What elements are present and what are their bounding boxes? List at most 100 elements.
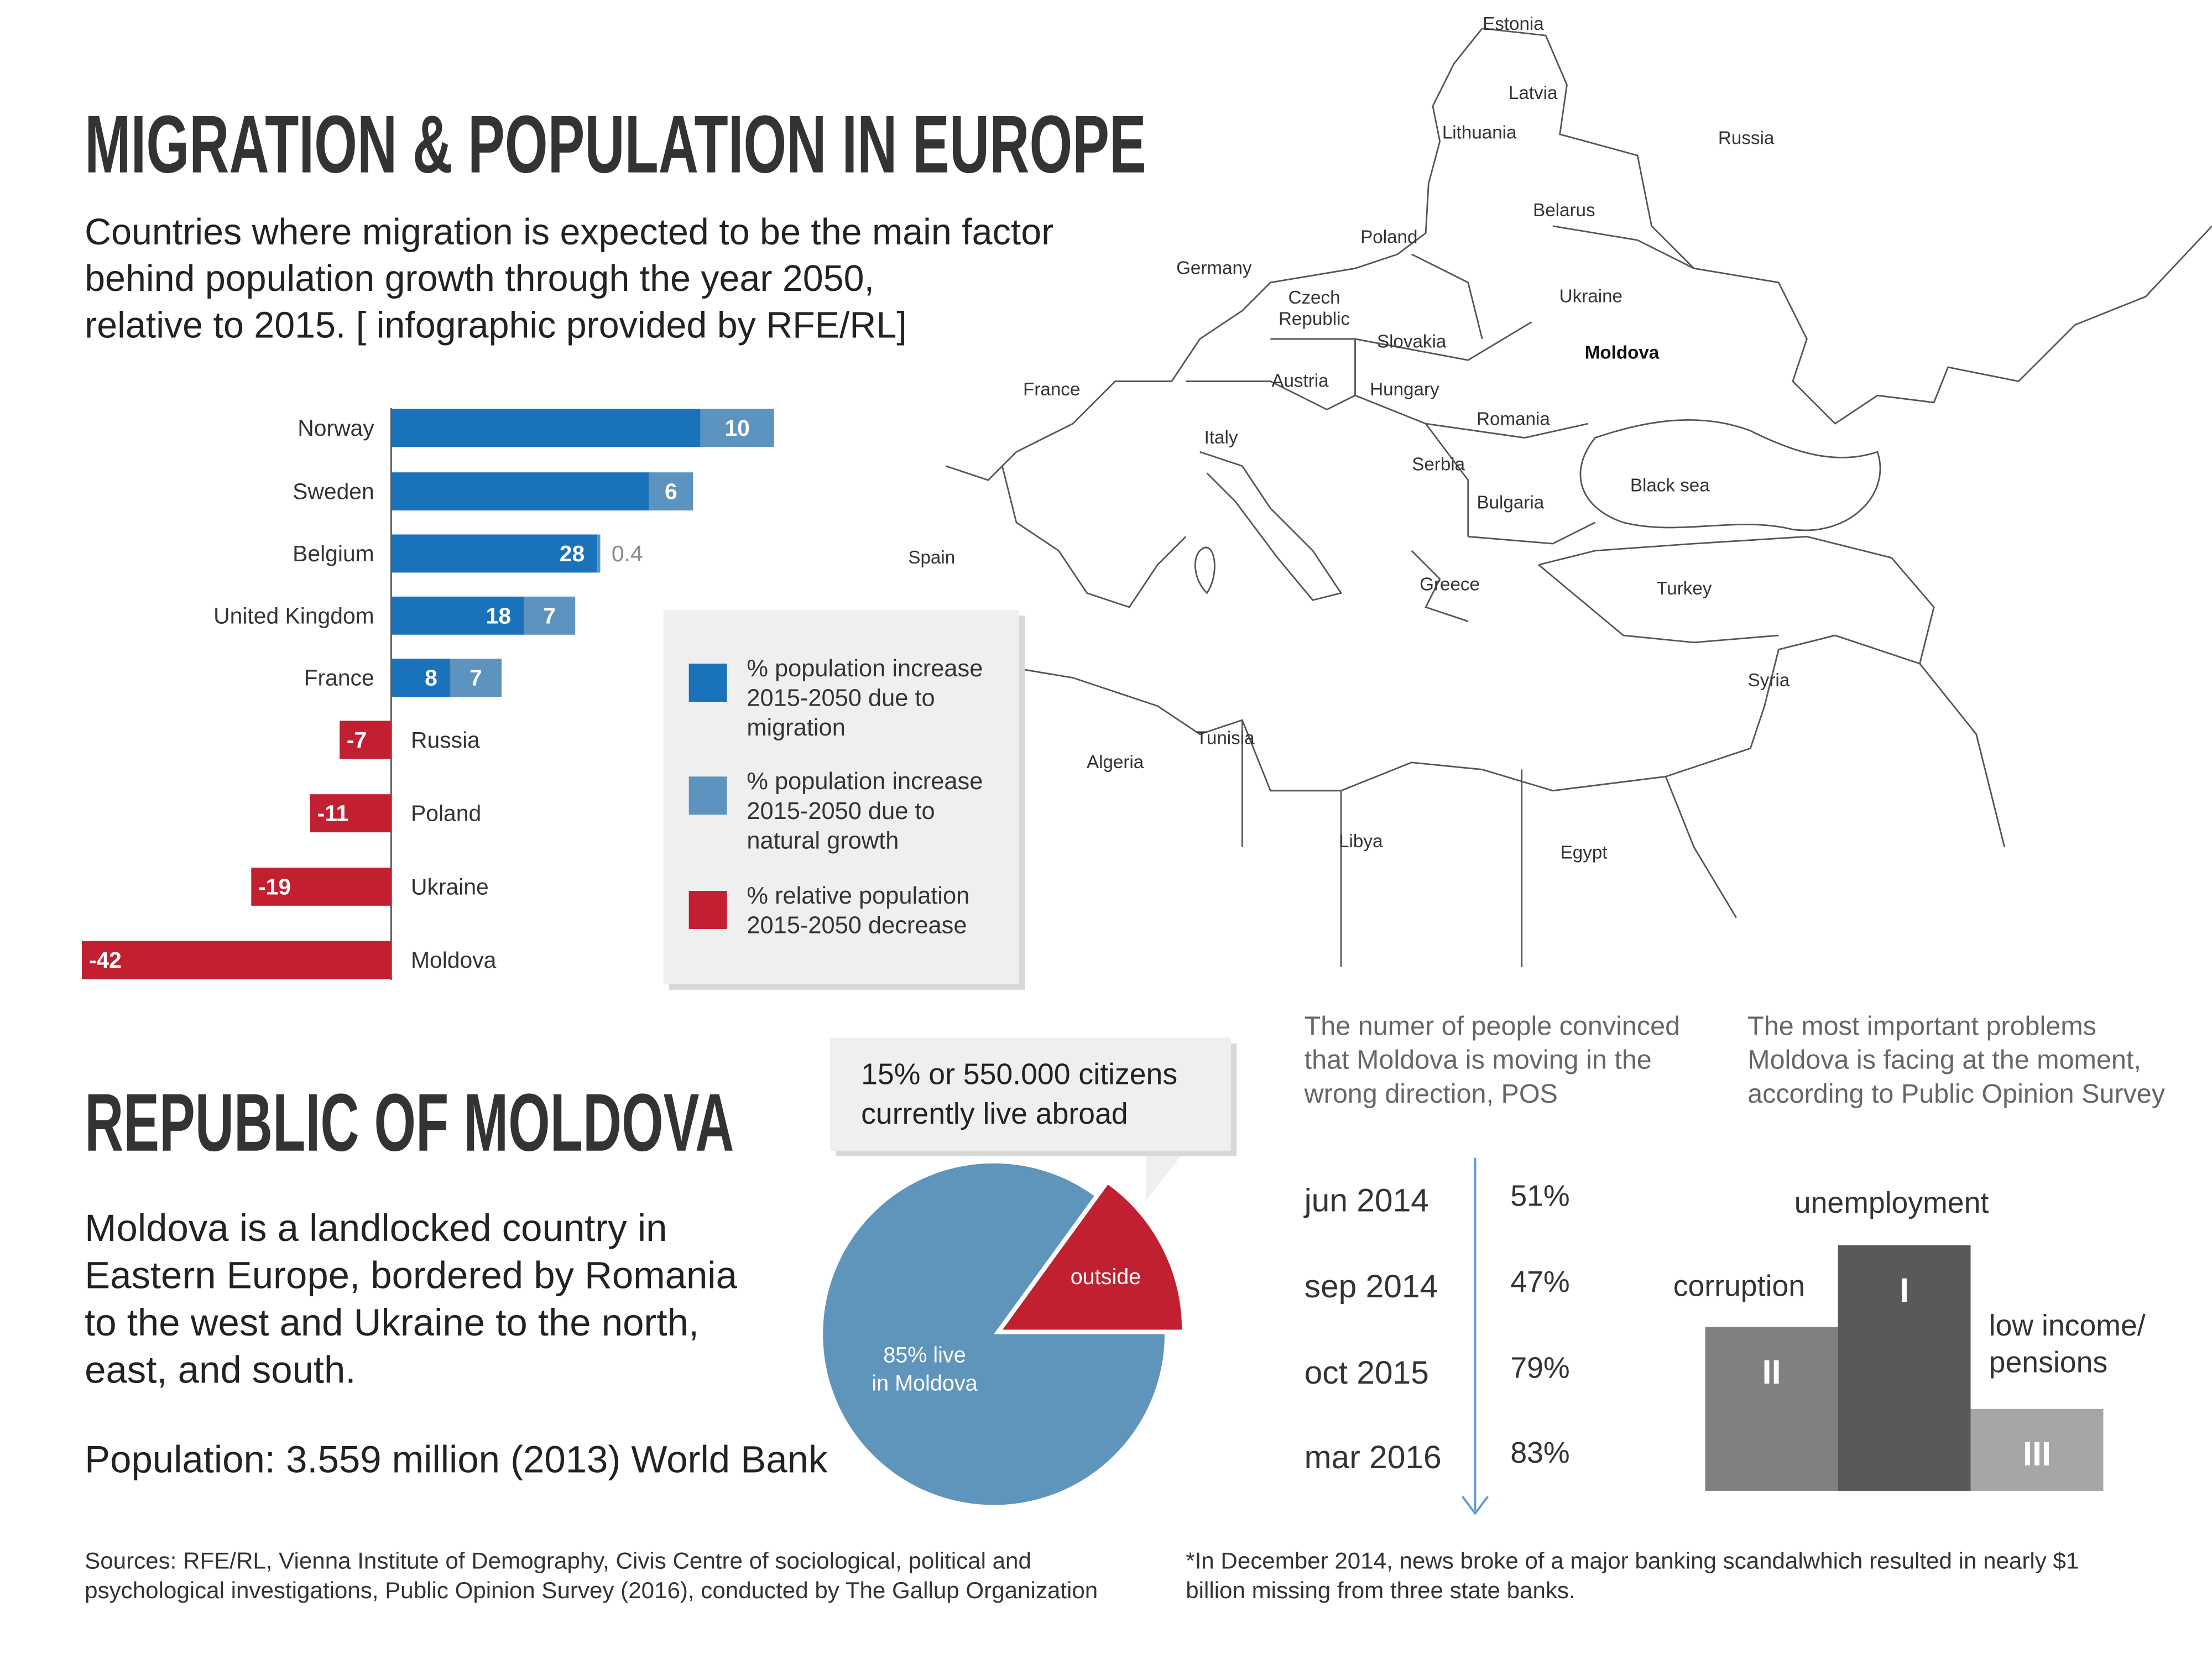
description-line: to the west and Ukraine to the north,: [85, 1301, 699, 1344]
bar: [310, 794, 392, 833]
rank-label: III: [2023, 1435, 2051, 1473]
map-label: Republic: [1279, 309, 1350, 329]
map-label: Egypt: [1561, 842, 1608, 863]
map-label: Syria: [1748, 670, 1790, 691]
map-outline: [1538, 535, 1935, 664]
date-label: jun 2014: [1303, 1182, 1429, 1218]
legend-swatch: [688, 891, 727, 929]
value-label: 28: [560, 541, 585, 566]
map-outline: [1001, 466, 1737, 967]
map-label: Poland: [1360, 227, 1417, 247]
bar: [82, 941, 392, 979]
section-title: REPUBLIC OF MOLDOVA: [85, 1077, 734, 1168]
map-label: Lithuania: [1442, 122, 1517, 143]
value-label: -42: [89, 947, 122, 973]
value-label: -7: [347, 727, 367, 753]
bar: [391, 409, 701, 447]
category-label: Moldova: [411, 947, 497, 973]
value-label: 0.4: [612, 541, 643, 566]
map-label: France: [1023, 379, 1080, 400]
category-label: Ukraine: [411, 874, 489, 899]
category-label: Sweden: [293, 479, 374, 504]
map-label: Germany: [1176, 258, 1252, 279]
value-label: 8: [425, 665, 437, 691]
value-label: 83%: [1510, 1436, 1569, 1469]
category-label: France: [304, 665, 374, 691]
rank-label: I: [1900, 1271, 1909, 1309]
value-label: 79%: [1510, 1352, 1569, 1385]
chart-title-line: The numer of people convinced: [1305, 1011, 1680, 1041]
bar: [391, 472, 649, 511]
map-label: Turkey: [1656, 578, 1712, 599]
category-label: United Kingdom: [213, 603, 374, 628]
map-label: Tunisia: [1196, 728, 1255, 749]
map-label: Romania: [1477, 409, 1550, 430]
bar: [597, 534, 601, 573]
value-label: 18: [486, 603, 511, 628]
podium-block: [1838, 1245, 1971, 1491]
legend-swatch: [688, 664, 727, 702]
map-label: Libya: [1339, 831, 1383, 852]
chart-title-line: according to Public Opinion Survey: [1747, 1079, 2166, 1109]
map-label: Greece: [1420, 574, 1480, 594]
main-title: MIGRATION & POPULATION IN EUROPE: [85, 99, 1146, 190]
category-label: Norway: [298, 415, 374, 441]
legend-item: % population increase 2015-2050 due to n…: [747, 768, 983, 854]
bar: [524, 596, 576, 635]
date-label: mar 2016: [1305, 1439, 1442, 1475]
description-line: Eastern Europe, bordered by Romania: [85, 1254, 737, 1297]
value-label: 6: [665, 479, 677, 504]
map-label: Czech: [1288, 288, 1340, 308]
map-label: Black sea: [1630, 476, 1710, 496]
chart-title-line: wrong direction, POS: [1304, 1079, 1558, 1109]
map-label: Moldova: [1585, 343, 1660, 363]
sources-line: Sources: RFE/RL, Vienna Institute of Dem…: [85, 1547, 1031, 1573]
rank-label: II: [1762, 1353, 1781, 1391]
subtitle-line: Countries where migration is expected to…: [85, 212, 1053, 253]
subtitle-line: behind population growth through the yea…: [85, 258, 874, 299]
value-label: 51%: [1510, 1179, 1569, 1212]
callout-text: 15% or 550.000 citizens: [861, 1058, 1177, 1091]
category-label: Russia: [411, 727, 480, 753]
podium-block: [1705, 1327, 1838, 1491]
bar: [391, 596, 524, 635]
value-label: 7: [469, 665, 482, 691]
legend-swatch: [688, 776, 727, 815]
value-label: 7: [543, 603, 556, 628]
subtitle-line: relative to 2015. [ infographic provided…: [85, 305, 907, 346]
map-label: Latvia: [1509, 83, 1558, 103]
note-line: *In December 2014, news broke of a major…: [1186, 1547, 2079, 1573]
bar: [450, 659, 502, 697]
bar: [391, 534, 598, 573]
map-label: Russia: [1718, 128, 1775, 149]
category-label: unemployment: [1794, 1186, 1989, 1219]
slice-label: in Moldova: [872, 1371, 977, 1396]
map-label: Serbia: [1412, 454, 1465, 474]
map-label: Estonia: [1483, 14, 1544, 34]
date-label: sep 2014: [1305, 1269, 1438, 1305]
value-label: -11: [317, 801, 349, 826]
date-label: oct 2015: [1305, 1355, 1429, 1391]
map-label: Ukraine: [1559, 286, 1623, 307]
category-label: Poland: [411, 801, 481, 826]
pie-slice: [1002, 1185, 1182, 1330]
callout-text: currently live abroad: [861, 1097, 1128, 1130]
legend-item: % relative population 2015-2050 decrease: [747, 883, 969, 939]
legend-item: % population increase 2015-2050 due to m…: [747, 655, 983, 742]
callout-box: [830, 1037, 1231, 1151]
slice-label: 85% live: [883, 1343, 966, 1368]
chart-title-line: The most important problems: [1747, 1011, 2096, 1041]
description-line: east, and south.: [85, 1349, 356, 1391]
category-label: corruption: [1673, 1270, 1805, 1303]
pie-slice: [823, 1163, 1165, 1505]
category-label: low income/: [1989, 1309, 2146, 1342]
bar: [251, 867, 392, 906]
chart-title-line: Moldova is facing at the moment,: [1747, 1045, 2141, 1075]
description-line: Moldova is a landlocked country in: [85, 1207, 667, 1249]
bar: [700, 409, 774, 447]
chart-title-line: that Moldova is moving in the: [1305, 1045, 1652, 1075]
map-label: Austria: [1271, 371, 1329, 392]
podium-block: [1970, 1408, 2104, 1491]
